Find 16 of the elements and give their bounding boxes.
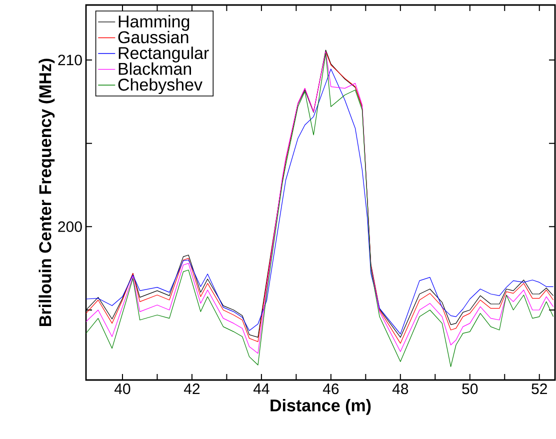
x-tick-label: 50 [462, 384, 478, 394]
x-tick-label: 52 [532, 384, 547, 394]
y-axis-title: Brillouin Center Frequency (MHz) [38, 58, 55, 326]
legend-label: Hamming [118, 15, 190, 31]
y-tick-label: 210 [58, 54, 82, 66]
x-tick-label: 42 [184, 384, 200, 394]
legend-label: Gaussian [118, 30, 188, 44]
legend-label: Blackman [118, 62, 192, 75]
x-tick-label: 46 [322, 384, 339, 394]
legend-label: Rectangular [118, 46, 209, 62]
x-tick-label: 40 [114, 384, 130, 394]
x-axis-title: Distance (m) [270, 398, 371, 415]
legend-label: Chebyshev [118, 78, 202, 94]
x-tick-label: 44 [253, 384, 270, 394]
x-tick-label: 48 [392, 384, 408, 394]
y-tick-label: 200 [58, 221, 82, 232]
